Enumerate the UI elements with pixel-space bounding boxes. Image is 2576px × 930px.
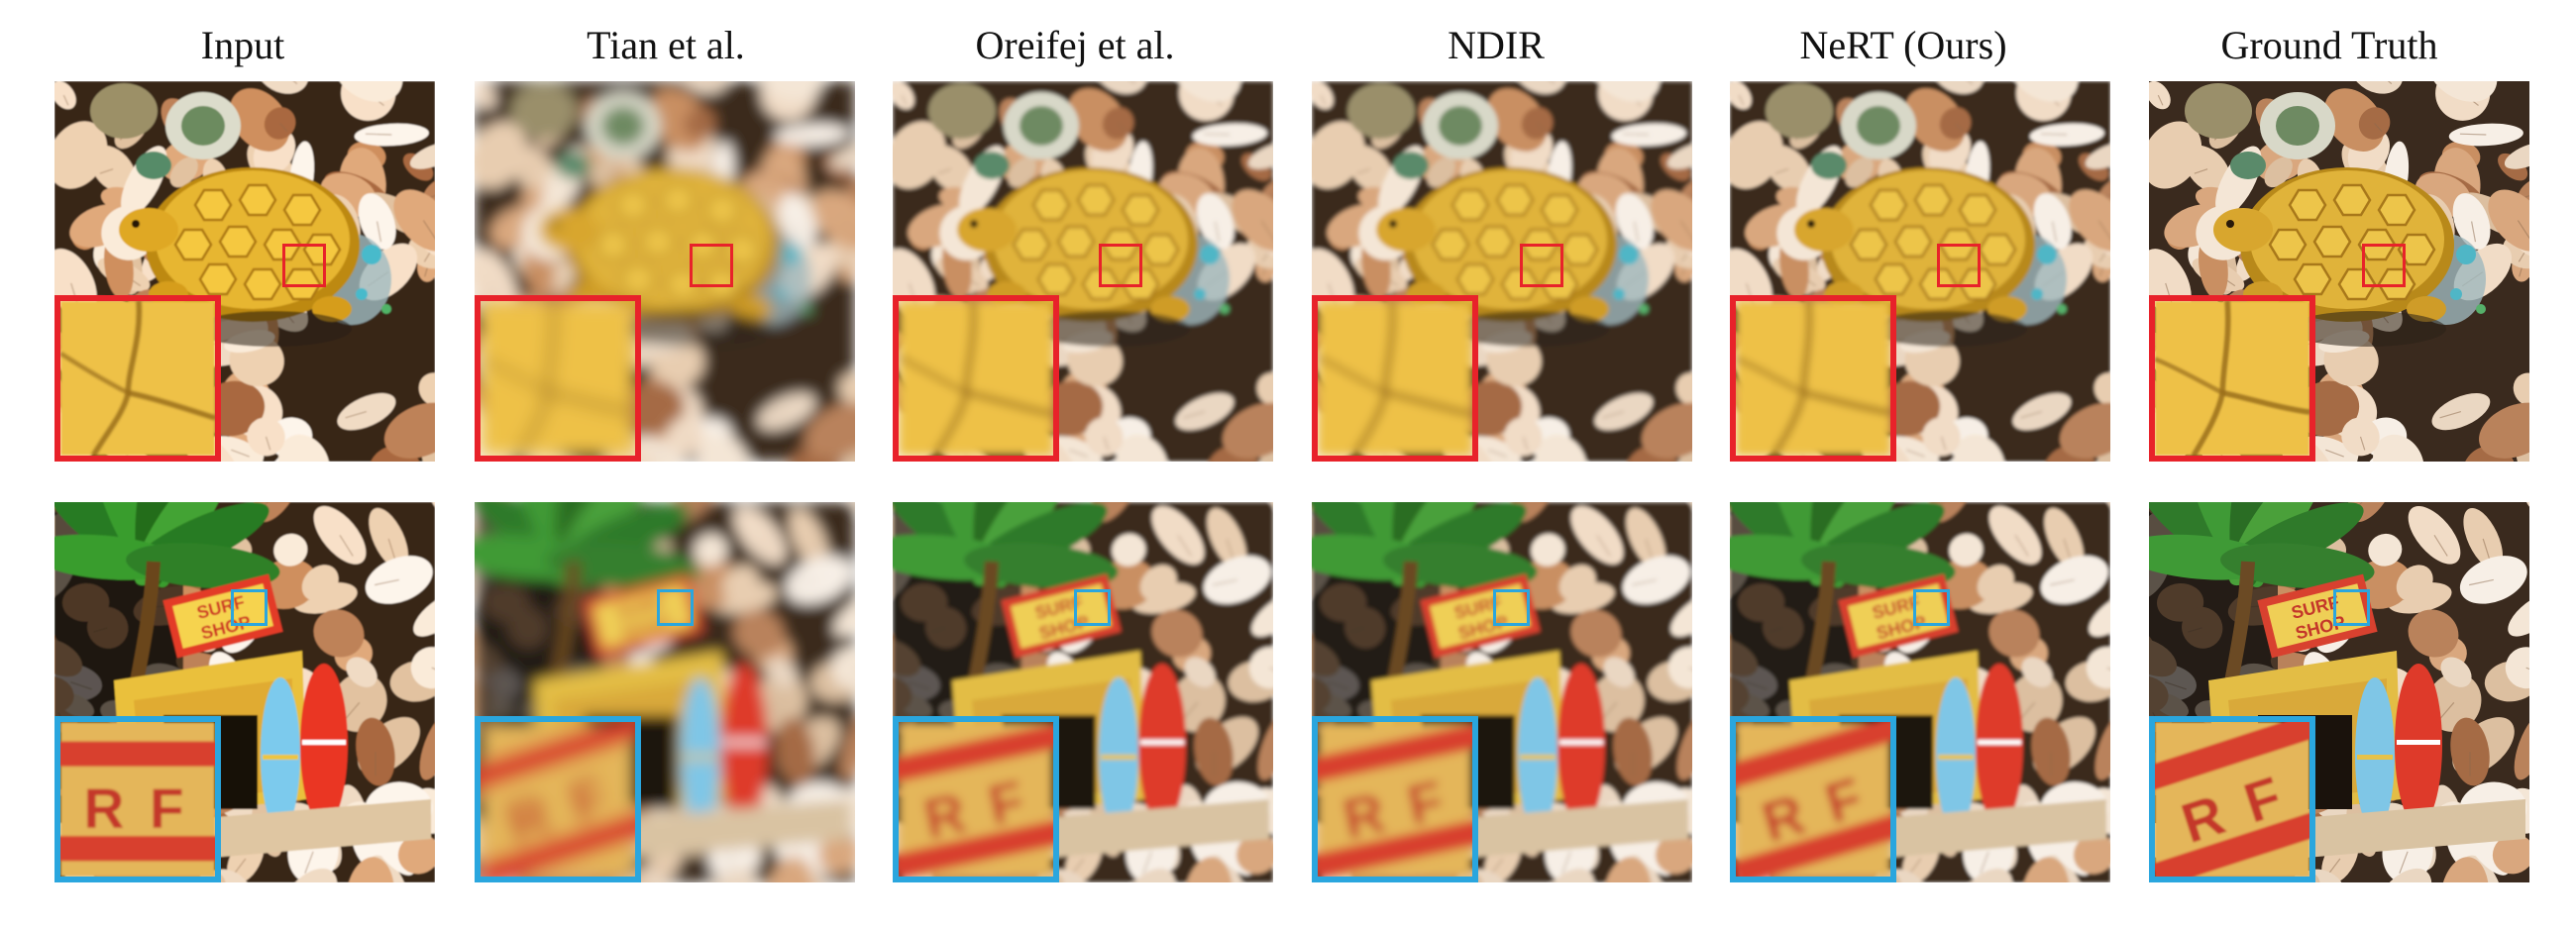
region-of-interest-box bbox=[231, 589, 268, 626]
image-panel-turtle-on-seashells bbox=[1312, 81, 1692, 462]
inset-image bbox=[481, 301, 635, 456]
column-header: Input bbox=[200, 23, 285, 67]
region-of-interest-box bbox=[2333, 589, 2370, 626]
region-of-interest-box bbox=[657, 589, 694, 626]
zoomed-inset bbox=[475, 295, 641, 462]
region-of-interest-box bbox=[1937, 244, 1981, 287]
image-panel-turtle-on-seashells bbox=[893, 81, 1273, 462]
svg-text:R: R bbox=[83, 777, 124, 840]
inset-image bbox=[899, 301, 1053, 456]
column-header: Oreifej et al. bbox=[975, 23, 1175, 67]
region-of-interest-box bbox=[1493, 589, 1530, 626]
image-panel-turtle-on-seashells bbox=[475, 81, 855, 462]
column-header: NeRT (Ours) bbox=[1799, 23, 2007, 67]
image-panel-turtle-on-seashells bbox=[2149, 81, 2529, 462]
region-of-interest-box bbox=[1520, 244, 1563, 287]
column-header: Ground Truth bbox=[2220, 23, 2438, 67]
region-of-interest-box bbox=[690, 244, 733, 287]
inset-image bbox=[60, 301, 215, 456]
column-header: Tian et al. bbox=[587, 23, 745, 67]
column-header: NDIR bbox=[1448, 23, 1545, 67]
svg-text:F: F bbox=[150, 777, 184, 840]
region-of-interest-box bbox=[1099, 244, 1142, 287]
zoomed-inset bbox=[893, 295, 1059, 462]
region-of-interest-box bbox=[1913, 589, 1950, 626]
inset-image bbox=[2155, 301, 2309, 456]
region-of-interest-box bbox=[1074, 589, 1111, 626]
region-of-interest-box bbox=[282, 244, 326, 287]
inset-image bbox=[1318, 301, 1472, 456]
region-of-interest-box bbox=[2362, 244, 2406, 287]
zoomed-inset bbox=[1312, 295, 1478, 462]
zoomed-inset bbox=[1730, 295, 1896, 462]
zoomed-inset bbox=[54, 295, 221, 462]
image-panel-turtle-on-seashells bbox=[54, 81, 435, 462]
image-panel-turtle-on-seashells bbox=[1730, 81, 2110, 462]
zoomed-inset bbox=[2149, 295, 2315, 462]
inset-image bbox=[1736, 301, 1890, 456]
